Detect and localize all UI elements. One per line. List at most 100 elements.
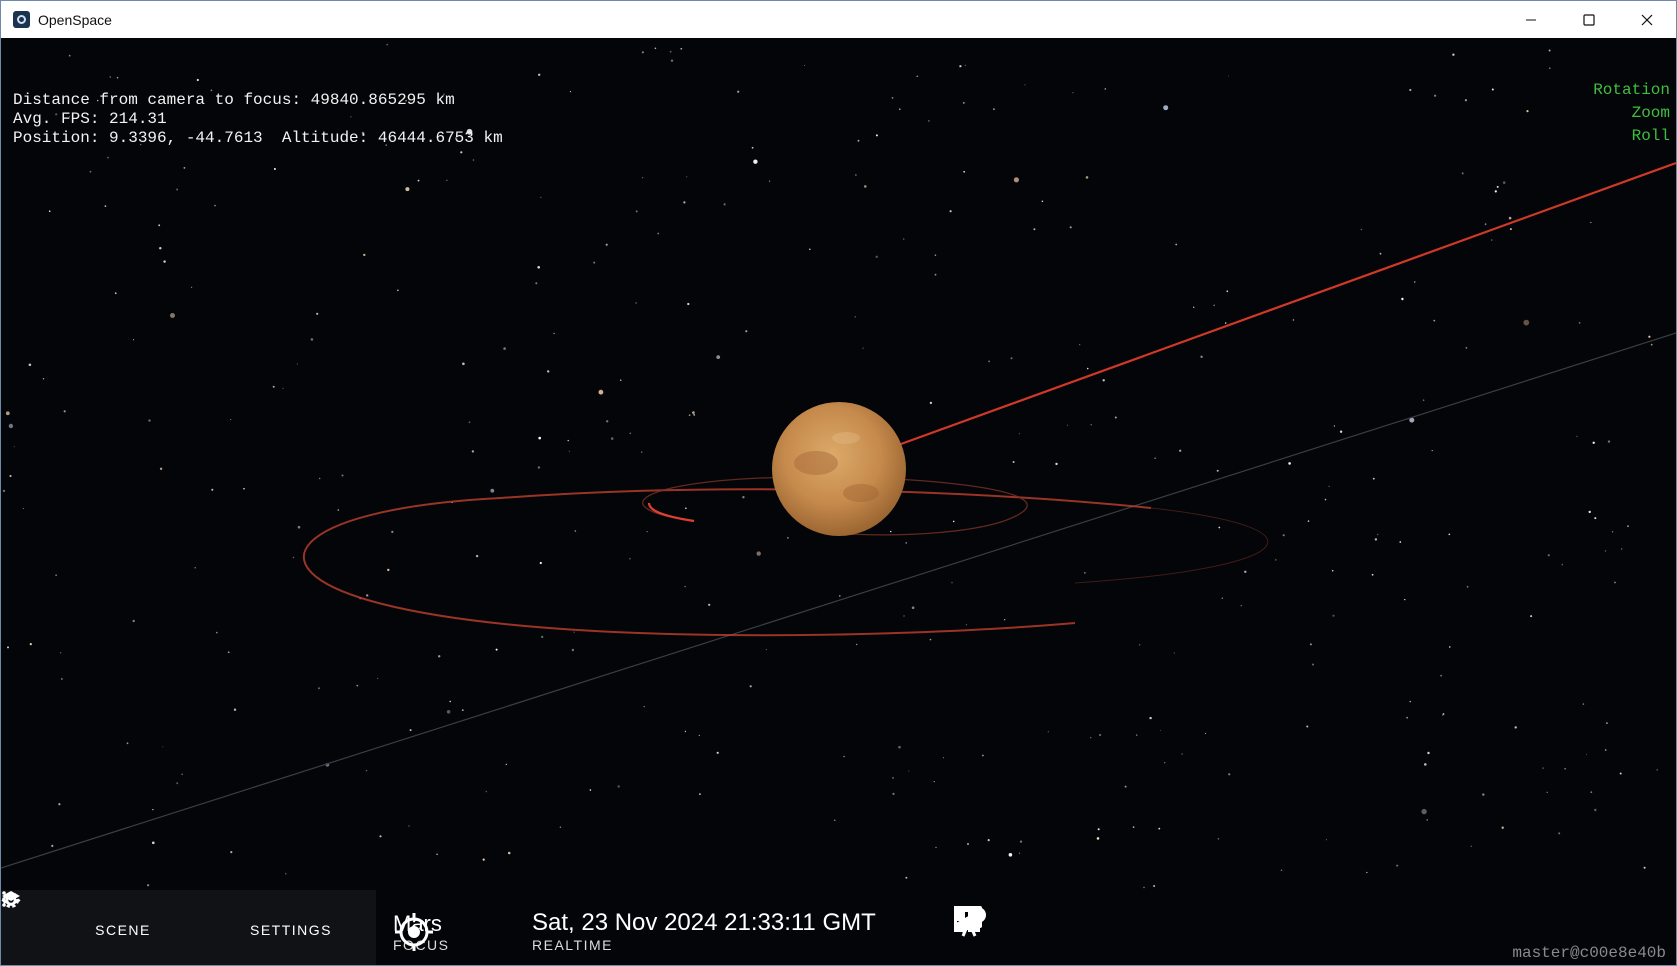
star [620,379,622,381]
star [1422,399,1425,402]
star [285,873,287,875]
star [296,363,298,365]
star [1149,716,1152,720]
star [1650,343,1653,346]
star [1494,190,1497,193]
star [538,73,541,76]
minimize-icon [1526,19,1536,20]
star [1280,869,1283,871]
star [568,450,570,452]
star [147,884,150,887]
star [485,790,488,793]
star [943,757,945,759]
title-bar[interactable]: OpenSpace [1,1,1676,38]
star [503,347,506,350]
minimize-button[interactable] [1502,1,1560,38]
star [934,254,937,256]
scene-button[interactable]: SCENE [1,890,207,965]
dashboard-button[interactable] [954,905,1385,947]
star [680,47,683,50]
star [1072,92,1074,94]
star [537,266,540,269]
star [163,260,166,263]
star [1069,226,1072,229]
star [1590,791,1593,794]
star [1024,84,1026,86]
star [230,419,232,420]
star [1409,88,1412,92]
screen-space-button[interactable] [954,905,1313,947]
star [1163,105,1169,111]
star [716,355,721,359]
star [1136,734,1138,736]
star [692,411,695,414]
telescope-icon [956,909,985,937]
star [993,108,995,111]
maximize-button[interactable] [1560,1,1618,38]
star [107,156,109,159]
star [132,619,135,623]
toggle-button[interactable] [954,905,1241,947]
star [233,708,237,711]
star [1228,75,1230,77]
star [148,419,151,422]
telescope-button[interactable] [956,905,1457,947]
star [1372,477,1375,480]
star [361,131,365,135]
star [1514,726,1517,729]
star [765,649,767,651]
star [170,313,175,318]
star [1426,819,1429,821]
close-button[interactable] [1618,1,1676,38]
star [63,410,66,413]
star [745,330,748,333]
star [1496,185,1499,188]
focus-selector[interactable]: Mars FOCUS [393,911,450,953]
star [1424,763,1427,766]
star [1490,239,1493,241]
star [1371,573,1374,576]
star [737,90,740,93]
star [1193,306,1195,308]
star [1018,433,1020,435]
star [68,116,70,118]
star [964,64,966,66]
star [126,742,129,745]
bottom-toolbar: SCENE SETTINGS Mars FOCU [1,890,1676,965]
navigation-button[interactable] [954,905,1097,947]
star [1132,826,1135,828]
star [571,648,575,652]
star [471,450,475,453]
version-label: master@c00e8e40b [1512,944,1666,962]
star [965,624,968,626]
star [864,185,867,188]
settings-button[interactable]: SETTINGS [3,890,375,965]
star [1461,172,1464,175]
star [843,755,845,758]
star [5,411,10,416]
close-icon [1641,14,1653,25]
star [158,224,161,227]
mars-planet[interactable] [772,402,906,536]
star [553,332,555,335]
star [417,179,420,182]
star [446,710,451,714]
star [574,530,577,532]
star [769,180,771,182]
star [1502,181,1506,184]
star [140,144,142,146]
space-viewport[interactable]: Distance from camera to focus: 49840.865… [1,38,1676,965]
time-display[interactable]: Sat, 23 Nov 2024 21:33:11 GMT REALTIME [532,909,876,953]
star [1604,749,1607,751]
images-button[interactable] [954,905,1169,947]
tool-buttons [953,905,1457,947]
star [1333,425,1336,427]
star [1282,534,1285,537]
star [1433,319,1436,322]
star [55,113,58,116]
star [1096,837,1100,840]
star [1604,550,1607,552]
star [684,730,687,733]
star [1482,793,1485,796]
